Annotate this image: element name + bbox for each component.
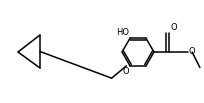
Text: O: O — [189, 47, 195, 57]
Text: HO: HO — [116, 28, 129, 37]
Text: O: O — [170, 23, 177, 32]
Text: O: O — [122, 67, 129, 76]
